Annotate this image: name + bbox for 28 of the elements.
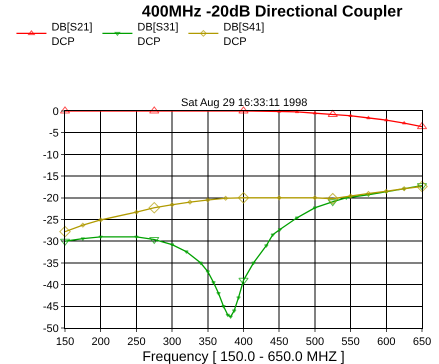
- y-tick-label: -40: [42, 279, 59, 292]
- x-axis-title: Frequency [ 150.0 - 650.0 MHZ ]: [142, 348, 345, 364]
- x-tick-label: 650: [412, 336, 432, 348]
- legend-label: DB[S21] DCP: [51, 22, 92, 48]
- x-tick-label: 200: [92, 336, 110, 348]
- x-tick-label: 250: [127, 336, 146, 348]
- y-tick-label: -50: [42, 322, 59, 335]
- y-tick-label: 0: [52, 106, 59, 118]
- x-tick-label: 600: [377, 336, 396, 348]
- y-tick-label: -25: [42, 214, 59, 226]
- legend-label: DB[S41] DCP: [223, 22, 264, 48]
- y-tick-label: -15: [42, 170, 59, 183]
- y-tick-label: -30: [42, 236, 59, 248]
- y-tick-label: -20: [42, 192, 59, 205]
- chart-title: 400MHz -20dB Directional Coupler: [142, 4, 402, 21]
- legend-label: DB[S31] DCP: [137, 22, 178, 48]
- x-tick-label: 350: [198, 336, 217, 348]
- x-tick-label: 300: [162, 336, 182, 348]
- x-tick-label: 150: [56, 336, 74, 348]
- y-tick-label: -35: [42, 258, 59, 270]
- y-tick-label: -10: [42, 149, 59, 162]
- text: Sat Aug 29 16:33:11 1998: [181, 97, 308, 109]
- x-tick-label: 400: [234, 336, 253, 348]
- x-tick-label: 500: [306, 336, 324, 348]
- y-tick-label: -45: [42, 301, 59, 314]
- x-tick-label: 450: [270, 336, 288, 348]
- x-tick-label: 550: [341, 336, 360, 348]
- y-tick-label: -5: [49, 128, 59, 140]
